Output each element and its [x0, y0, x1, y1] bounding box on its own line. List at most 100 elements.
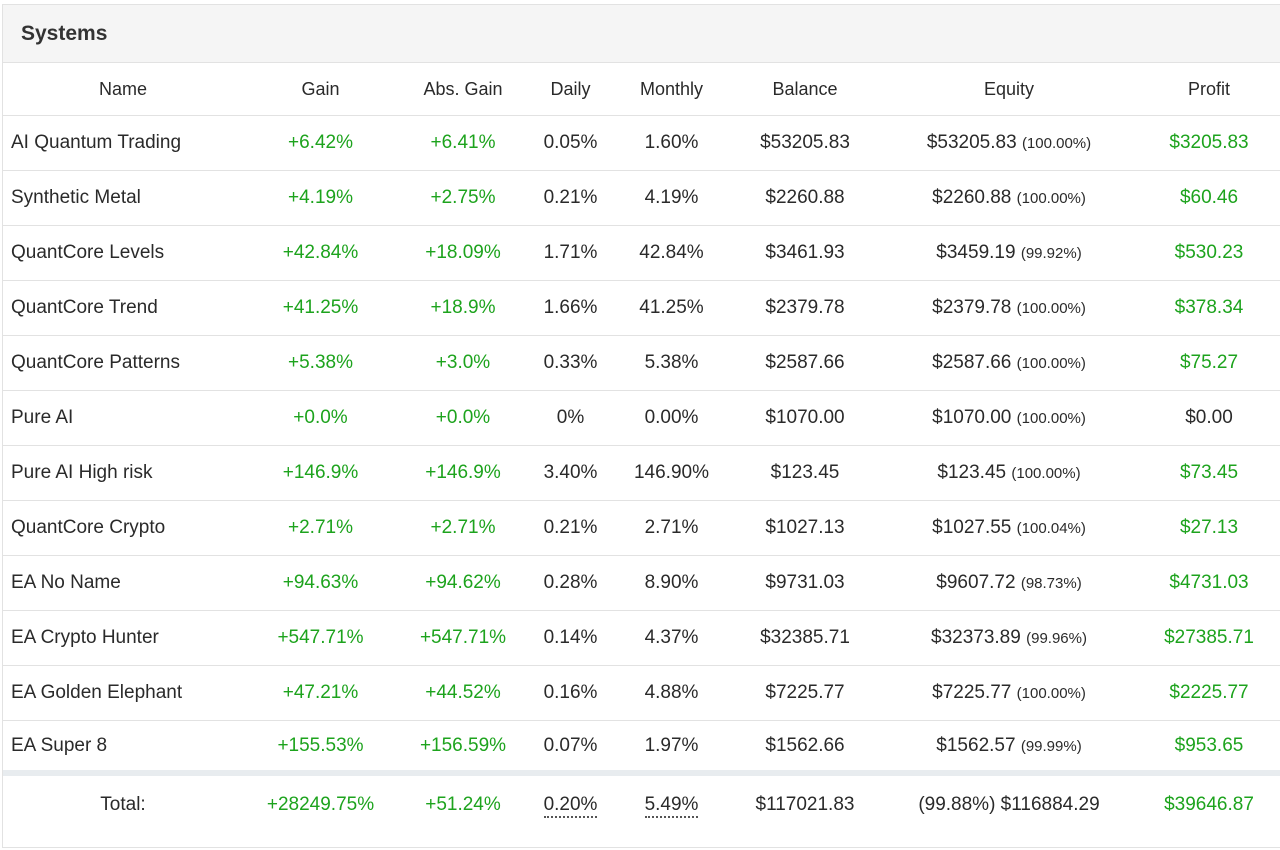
system-name-link[interactable]: Pure AI High risk [3, 445, 243, 501]
table-row: Pure AI +0.0% +0.0% 0% 0.00% $1070.00 $1070.00… [3, 390, 1280, 446]
total-gain: +28249.75% [266, 794, 375, 815]
gain-cell: +4.19% [243, 170, 398, 226]
table-row: EA No Name +94.63% +94.62% 0.28% 8.90% $9731.… [3, 555, 1280, 611]
monthly-cell: 8.90% [613, 555, 730, 611]
daily-cell: 0% [528, 390, 613, 446]
daily-cell: 1.71% [528, 225, 613, 281]
total-daily[interactable]: 0.20% [543, 794, 598, 818]
abs-gain-cell: +156.59% [398, 720, 528, 776]
balance-cell: $7225.77 [730, 665, 880, 721]
system-name-link[interactable]: EA Super 8 [3, 720, 243, 776]
gain-cell: +47.21% [243, 665, 398, 721]
column-header-gain[interactable]: Gain [243, 63, 398, 116]
balance-cell: $1027.13 [730, 500, 880, 556]
system-name-link[interactable]: EA Golden Elephant [3, 665, 243, 721]
equity-value: $53205.83 [926, 132, 1017, 153]
profit-cell: $953.65 [1138, 720, 1280, 776]
equity-value: $32373.89 [931, 627, 1021, 648]
system-name-link[interactable]: Pure AI [3, 390, 243, 446]
column-header-monthly[interactable]: Monthly [613, 63, 730, 116]
equity-cell: $9607.72 (98.73%) [880, 555, 1138, 611]
column-header-balance[interactable]: Balance [730, 63, 880, 116]
monthly-cell: 2.71% [613, 500, 730, 556]
monthly-cell: 1.97% [613, 720, 730, 776]
gain-cell: +2.71% [243, 500, 398, 556]
monthly-cell: 42.84% [613, 225, 730, 281]
monthly-cell: 41.25% [613, 280, 730, 336]
abs-gain-cell: +94.62% [398, 555, 528, 611]
system-name-link[interactable]: QuantCore Trend [3, 280, 243, 336]
balance-cell: $2260.88 [730, 170, 880, 226]
monthly-cell: 0.00% [613, 390, 730, 446]
table-row: QuantCore Patterns +5.38% +3.0% 0.33% 5.38% $… [3, 335, 1280, 391]
system-name-link[interactable]: Synthetic Metal [3, 170, 243, 226]
equity-value: $3459.19 [936, 242, 1016, 263]
system-name-link[interactable]: QuantCore Levels [3, 225, 243, 281]
table-row: QuantCore Crypto +2.71% +2.71% 0.21% 2.71% $1… [3, 500, 1280, 556]
monthly-cell: 4.37% [613, 610, 730, 666]
daily-cell: 0.21% [528, 500, 613, 556]
equity-cell: $123.45 (100.00%) [880, 445, 1138, 501]
daily-cell: 0.21% [528, 170, 613, 226]
balance-cell: $32385.71 [730, 610, 880, 666]
profit-cell: $75.27 [1138, 335, 1280, 391]
monthly-cell: 5.38% [613, 335, 730, 391]
column-header-equity[interactable]: Equity [880, 63, 1138, 116]
profit-cell: $0.00 [1138, 390, 1280, 446]
table-row: EA Super 8 +155.53% +156.59% 0.07% 1.97% $156… [3, 720, 1280, 776]
gain-cell: +155.53% [243, 720, 398, 776]
total-profit: $39646.87 [1164, 794, 1254, 815]
balance-cell: $2587.66 [730, 335, 880, 391]
equity-value: $7225.77 [932, 682, 1012, 703]
abs-gain-cell: +146.9% [398, 445, 528, 501]
gain-cell: +41.25% [243, 280, 398, 336]
gain-cell: +5.38% [243, 335, 398, 391]
column-header-name[interactable]: Name [3, 63, 243, 116]
profit-cell: $2225.77 [1138, 665, 1280, 721]
system-name-link[interactable]: QuantCore Crypto [3, 500, 243, 556]
balance-cell: $2379.78 [730, 280, 880, 336]
systems-panel: Systems Name Gain Abs. Gain Daily Monthl… [2, 4, 1280, 848]
column-header-profit[interactable]: Profit [1138, 63, 1280, 116]
profit-cell: $27385.71 [1138, 610, 1280, 666]
equity-value: $2379.78 [932, 297, 1012, 318]
gain-cell: +0.0% [243, 390, 398, 446]
equity-percent: (99.99%) [1020, 737, 1082, 755]
table-row: EA Crypto Hunter +547.71% +547.71% 0.14% 4.3… [3, 610, 1280, 666]
system-name-link[interactable]: QuantCore Patterns [3, 335, 243, 391]
balance-cell: $1562.66 [730, 720, 880, 776]
balance-cell: $3461.93 [730, 225, 880, 281]
total-monthly[interactable]: 5.49% [644, 794, 699, 818]
abs-gain-cell: +0.0% [398, 390, 528, 446]
column-header-daily[interactable]: Daily [528, 63, 613, 116]
equity-cell: $2587.66 (100.00%) [880, 335, 1138, 391]
profit-cell: $3205.83 [1138, 115, 1280, 171]
systems-table: Name Gain Abs. Gain Daily Monthly Balanc… [3, 63, 1280, 834]
abs-gain-cell: +2.71% [398, 500, 528, 556]
gain-cell: +6.42% [243, 115, 398, 171]
equity-percent: (100.04%) [1016, 520, 1086, 537]
equity-cell: $1027.55 (100.04%) [880, 500, 1138, 556]
daily-cell: 0.14% [528, 610, 613, 666]
equity-cell: $2260.88 (100.00%) [880, 170, 1138, 226]
gain-cell: +94.63% [243, 555, 398, 611]
abs-gain-cell: +3.0% [398, 335, 528, 391]
balance-cell: $123.45 [730, 445, 880, 501]
panel-title: Systems [21, 21, 108, 45]
system-name-link[interactable]: AI Quantum Trading [3, 115, 243, 171]
daily-cell: 0.05% [528, 115, 613, 171]
monthly-cell: 1.60% [613, 115, 730, 171]
abs-gain-cell: +2.75% [398, 170, 528, 226]
total-daily-cell: 0.20% [528, 773, 613, 834]
daily-cell: 0.33% [528, 335, 613, 391]
total-abs-gain: +51.24% [425, 794, 501, 815]
profit-cell: $73.45 [1138, 445, 1280, 501]
abs-gain-cell: +18.9% [398, 280, 528, 336]
system-name-link[interactable]: EA Crypto Hunter [3, 610, 243, 666]
profit-cell: $27.13 [1138, 500, 1280, 556]
system-name-link[interactable]: EA No Name [3, 555, 243, 611]
equity-percent: (100.00%) [1016, 300, 1086, 317]
profit-cell: $378.34 [1138, 280, 1280, 336]
column-header-abs-gain[interactable]: Abs. Gain [398, 63, 528, 116]
equity-value: $9607.72 [936, 572, 1016, 593]
